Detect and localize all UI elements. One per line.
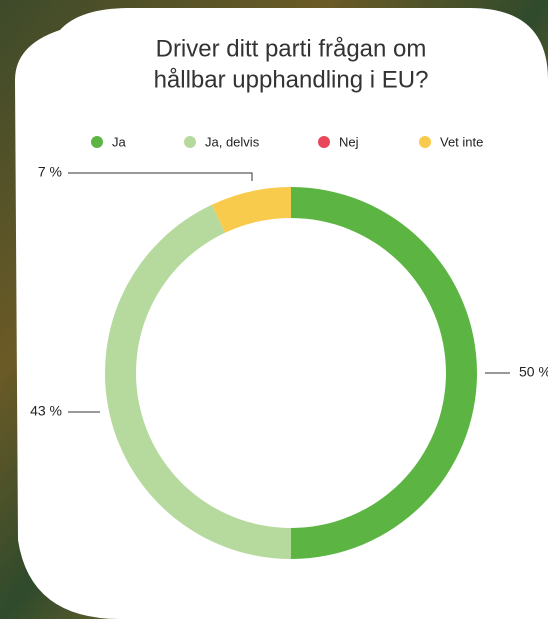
- value-label: 50 %: [519, 364, 548, 380]
- value-label: 43 %: [30, 403, 62, 419]
- donut-segment: [211, 187, 291, 233]
- value-label: 7 %: [38, 164, 62, 180]
- title-line: hållbar upphandling i EU?: [154, 66, 429, 93]
- legend-label: Ja, delvis: [205, 134, 260, 149]
- legend-swatch: [184, 136, 196, 148]
- legend-label: Vet inte: [440, 134, 483, 149]
- plot: 50 % 43 % 7 %: [30, 164, 548, 560]
- legend-swatch: [318, 136, 330, 148]
- card: [15, 8, 548, 619]
- legend-label: Nej: [339, 134, 359, 149]
- legend-swatch: [91, 136, 103, 148]
- donut-segment: [105, 204, 292, 560]
- legend: Ja Ja, delvis Nej Vet inte: [91, 134, 483, 149]
- legend-swatch: [419, 136, 431, 148]
- title: Driver ditt parti frågan om hållbar uppha…: [154, 35, 429, 93]
- donut-segment: [291, 187, 477, 559]
- legend-label: Ja: [112, 134, 127, 149]
- title-line: Driver ditt parti frågan om: [156, 35, 427, 62]
- leader-line: [68, 172, 253, 181]
